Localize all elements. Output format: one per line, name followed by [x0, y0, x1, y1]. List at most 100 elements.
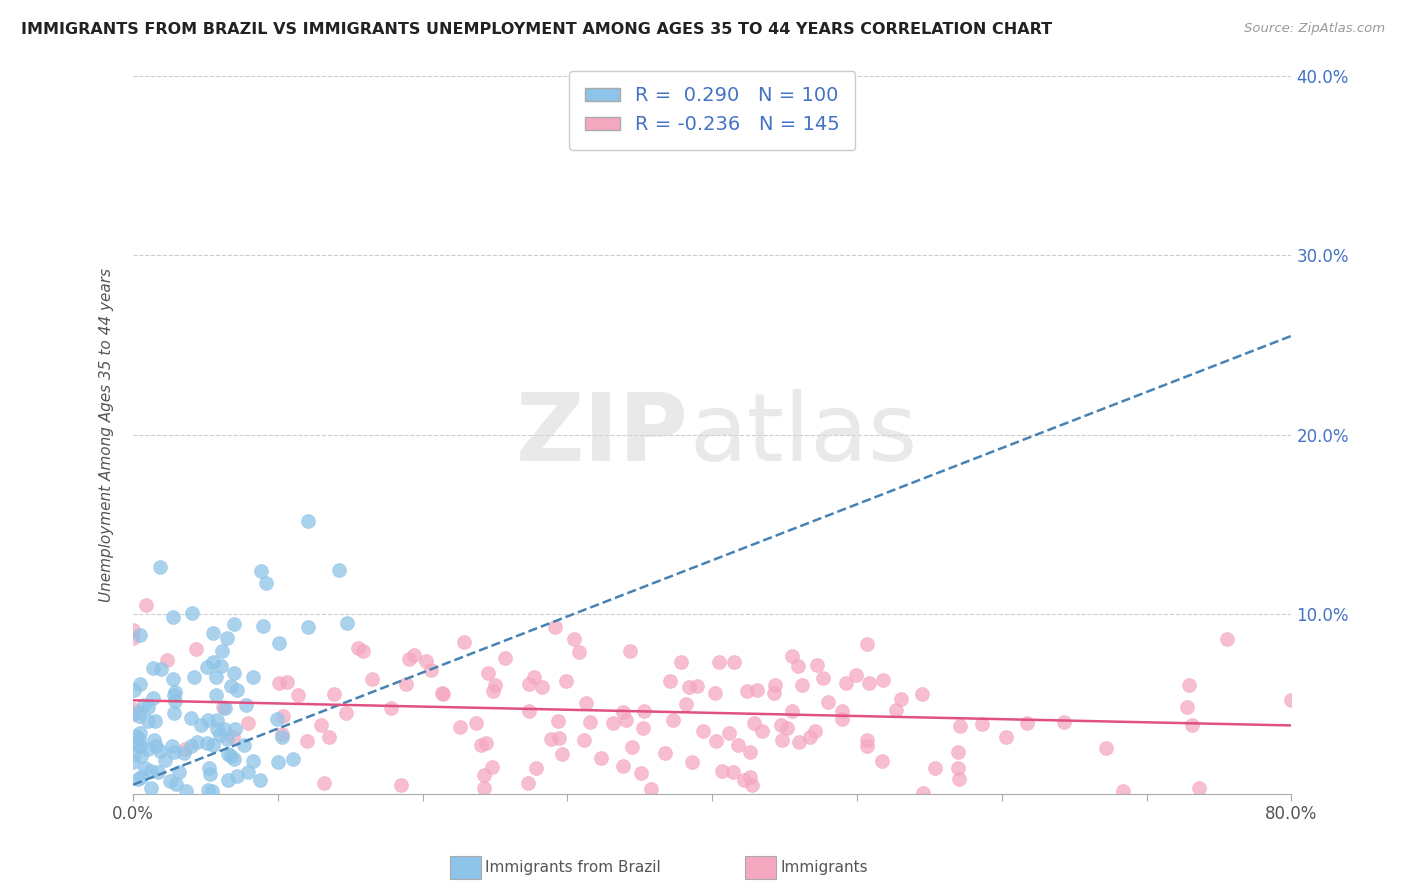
Point: [352, 644, 374, 658]
Point: [232, 738, 254, 752]
Point: [804, 724, 827, 739]
Point: [872, 673, 894, 687]
Point: [276, 674, 298, 689]
Point: [174, 784, 197, 798]
Point: [135, 599, 157, 613]
Point: [727, 738, 749, 752]
Point: [517, 704, 540, 718]
Point: [183, 670, 205, 684]
Point: [733, 772, 755, 787]
Point: [640, 782, 662, 797]
Point: [219, 748, 242, 763]
Point: [163, 706, 186, 720]
Point: [136, 714, 159, 729]
Point: [619, 644, 641, 658]
Point: [704, 733, 727, 747]
Point: [224, 617, 246, 632]
Point: [128, 708, 150, 723]
Point: [630, 765, 652, 780]
Point: [612, 705, 634, 719]
Point: [562, 632, 585, 646]
Point: [658, 673, 681, 688]
Point: [389, 778, 412, 792]
Point: [472, 767, 495, 781]
Point: [886, 703, 908, 717]
Point: [551, 747, 574, 761]
Point: [890, 691, 912, 706]
Point: [197, 783, 219, 797]
Point: [224, 666, 246, 681]
Point: [811, 671, 834, 685]
Point: [180, 739, 202, 753]
Point: [207, 723, 229, 737]
Point: [217, 772, 239, 787]
Point: [165, 777, 187, 791]
Point: [721, 764, 744, 779]
Point: [835, 676, 858, 690]
Point: [201, 784, 224, 798]
Point: [1188, 780, 1211, 795]
Point: [717, 726, 740, 740]
Point: [1281, 693, 1303, 707]
Point: [127, 706, 149, 720]
Point: [555, 674, 578, 689]
Point: [146, 764, 169, 779]
Point: [776, 722, 799, 736]
Point: [215, 732, 238, 747]
Point: [517, 677, 540, 691]
Point: [122, 755, 145, 769]
Point: [145, 739, 167, 754]
Point: [745, 683, 768, 698]
Point: [380, 700, 402, 714]
Point: [174, 742, 197, 756]
Point: [602, 716, 624, 731]
Point: [217, 632, 239, 646]
Point: [186, 734, 208, 748]
Point: [419, 663, 441, 677]
Point: [924, 761, 946, 775]
Point: [266, 712, 288, 726]
Point: [360, 673, 382, 687]
Point: [249, 773, 271, 788]
Point: [128, 732, 150, 747]
Point: [222, 730, 245, 744]
Point: [335, 706, 357, 720]
Point: [484, 678, 506, 692]
Point: [540, 732, 562, 747]
Point: [318, 730, 340, 744]
Point: [686, 680, 709, 694]
Point: [181, 606, 204, 620]
Point: [633, 704, 655, 718]
Point: [524, 761, 547, 775]
Point: [858, 676, 880, 690]
Point: [127, 772, 149, 787]
Point: [856, 739, 879, 753]
Point: [271, 709, 294, 723]
Point: [167, 765, 190, 780]
Point: [948, 772, 970, 787]
Point: [328, 563, 350, 577]
Point: [972, 717, 994, 731]
Point: [787, 659, 810, 673]
Point: [209, 659, 232, 673]
Point: [477, 665, 499, 680]
Point: [142, 733, 165, 747]
Point: [347, 641, 370, 656]
Point: [946, 761, 969, 775]
Text: Source: ZipAtlas.com: Source: ZipAtlas.com: [1244, 22, 1385, 36]
Point: [806, 657, 828, 672]
Point: [214, 722, 236, 736]
Point: [669, 655, 692, 669]
Point: [523, 670, 546, 684]
Point: [122, 747, 145, 761]
Point: [474, 780, 496, 795]
Point: [780, 649, 803, 664]
Point: [692, 724, 714, 739]
Point: [141, 780, 163, 795]
Point: [226, 682, 249, 697]
Point: [122, 683, 145, 698]
Point: [311, 718, 333, 732]
Point: [238, 765, 260, 780]
Point: [149, 560, 172, 574]
Point: [143, 714, 166, 728]
